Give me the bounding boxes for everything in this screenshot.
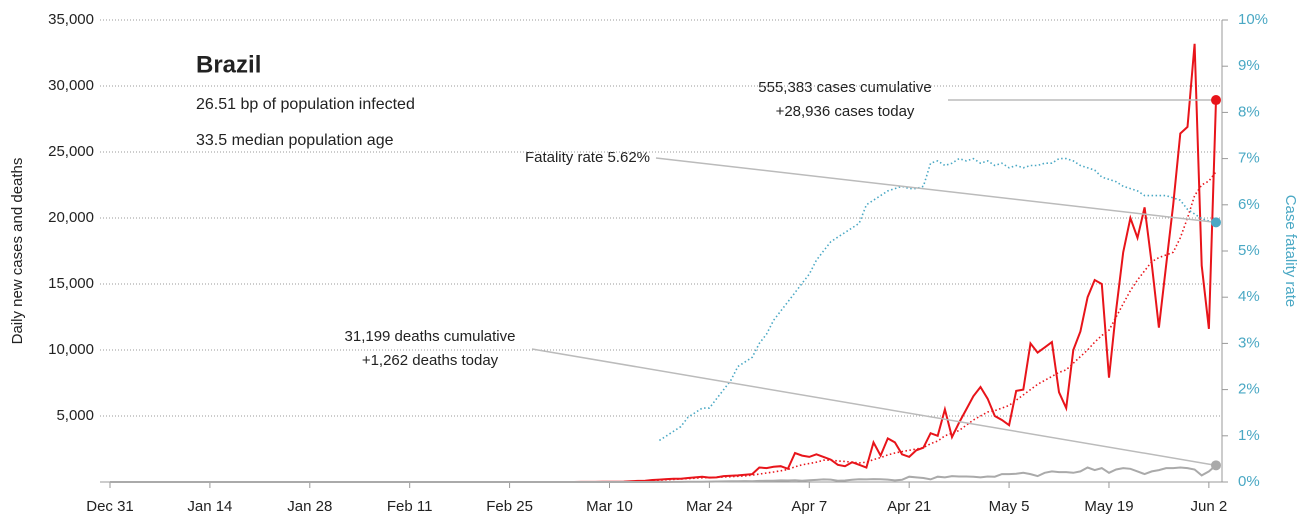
y2-tick-label: 8%: [1238, 103, 1260, 120]
y-tick-label: 10,000: [48, 341, 94, 358]
y-tick-label: 25,000: [48, 143, 94, 160]
y2-tick-label: 3%: [1238, 334, 1260, 351]
y2-tick-label: 7%: [1238, 150, 1260, 167]
subtitle: 26.51 bp of population infected: [196, 96, 415, 113]
x-tick-label: Apr 7: [791, 498, 827, 515]
y2-tick-label: 10%: [1238, 11, 1268, 28]
y2-tick-label: 6%: [1238, 196, 1260, 213]
y-tick-label: 30,000: [48, 77, 94, 94]
end-marker: [1211, 217, 1221, 228]
series-line: [110, 464, 1217, 483]
x-tick-label: May 5: [989, 498, 1030, 515]
y2-tick-label: 9%: [1238, 57, 1260, 74]
x-tick-label: Feb 25: [486, 498, 533, 515]
x-tick-label: Jan 28: [287, 498, 332, 515]
y2-tick-label: 1%: [1238, 427, 1260, 444]
end-marker: [1211, 460, 1221, 471]
annotation: 31,199 deaths cumulative: [345, 328, 516, 345]
annotation-leader: [531, 348, 1217, 467]
y-axis-title: Daily new cases and deaths: [9, 158, 26, 345]
x-tick-label: Mar 10: [586, 498, 633, 515]
y-tick-label: 15,000: [48, 275, 94, 292]
annotation: +28,936 cases today: [776, 103, 915, 120]
subtitle: 33.5 median population age: [196, 132, 394, 149]
y-tick-label: 20,000: [48, 209, 94, 226]
y-tick-label: 5,000: [56, 407, 94, 424]
y2-tick-label: 5%: [1238, 242, 1260, 259]
y2-tick-label: 4%: [1238, 288, 1260, 305]
x-tick-label: Feb 11: [387, 498, 433, 515]
chart-title: Brazil: [196, 51, 261, 78]
series-line: [658, 157, 1217, 442]
x-tick-label: Jun 2: [1191, 498, 1228, 515]
annotation: +1,262 deaths today: [362, 352, 499, 369]
y-tick-label: 35,000: [48, 11, 94, 28]
y2-tick-label: 0%: [1238, 473, 1260, 490]
x-tick-label: Jan 14: [187, 498, 232, 515]
x-tick-label: May 19: [1084, 498, 1133, 515]
annotation: 555,383 cases cumulative: [758, 79, 931, 96]
annotation-leader: [655, 157, 1217, 224]
x-tick-label: Dec 31: [86, 498, 134, 515]
x-tick-label: Mar 24: [686, 498, 733, 515]
y2-axis-title: Case fatality rate: [1282, 195, 1299, 308]
x-tick-label: Apr 21: [887, 498, 931, 515]
annotation: Fatality rate 5.62%: [525, 149, 650, 166]
end-marker: [1211, 95, 1221, 106]
y2-tick-label: 2%: [1238, 381, 1260, 398]
